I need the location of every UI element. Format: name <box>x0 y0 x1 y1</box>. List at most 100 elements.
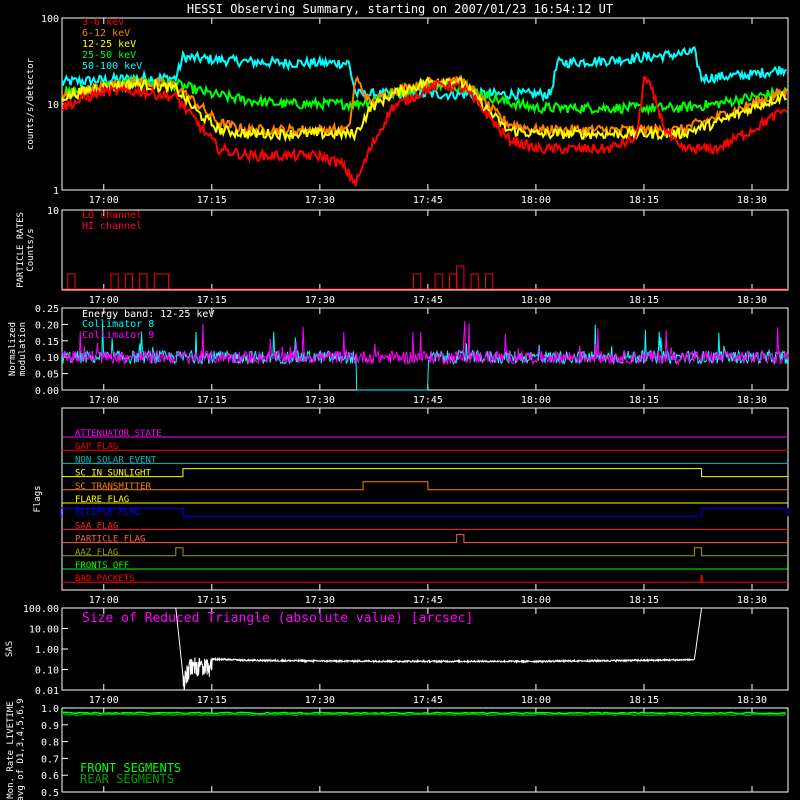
modulation-ytick-label: 0.20 <box>35 320 59 331</box>
legend-entry: 25-50 keV <box>82 50 136 61</box>
sas-ytick-label: 100.00 <box>23 604 59 615</box>
modulation-ylabel: modulation <box>18 322 28 376</box>
legend-entry: 3-6 keV <box>82 17 124 28</box>
x-tick-label: 17:45 <box>413 595 443 606</box>
livetime-frame <box>61 707 789 793</box>
series-line-3-6keV <box>61 76 788 187</box>
flag-label: NON SOLAR EVENT <box>75 455 157 465</box>
legend-entry: 6-12 keV <box>82 28 130 39</box>
sas-ytick-label: 10.00 <box>29 625 59 636</box>
particle-ylabel: Counts/s <box>26 228 36 271</box>
legend-entry: Collimator 9 <box>82 330 154 341</box>
flag-label: BAD PACKETS <box>75 574 135 584</box>
x-tick-label: 17:00 <box>89 595 119 606</box>
x-tick-label: 18:30 <box>737 295 767 306</box>
flag-label: ECLIPSE FLAG <box>75 508 140 518</box>
x-tick-label: 18:00 <box>521 195 551 206</box>
flags-frame <box>61 407 789 591</box>
particle-step <box>110 273 119 289</box>
livetime-ylabel: Mon. Rate LIVETIME <box>6 701 16 799</box>
particle-step <box>124 273 134 289</box>
flag-label: GAP FLAG <box>75 442 118 452</box>
x-tick-label: 18:30 <box>737 595 767 606</box>
legend-entry: HI channel <box>82 221 142 232</box>
flag-label: FLARE FLAG <box>75 495 129 505</box>
flag-label: AAZ FLAG <box>75 548 118 558</box>
livetime-series <box>62 711 786 715</box>
flag-label: SAA FLAG <box>75 521 118 531</box>
modulation-ytick-label: 0.05 <box>35 370 59 381</box>
x-tick-label: 18:15 <box>629 695 659 706</box>
x-tick-label: 18:30 <box>737 195 767 206</box>
x-tick-label: 17:00 <box>89 395 119 406</box>
sas-ylabel: SAS <box>5 641 15 657</box>
particle-step <box>153 273 170 289</box>
sas-annotation: Size of Reduced Triangle (absolute value… <box>82 611 473 626</box>
particle-ytick-label: 10 <box>47 206 59 217</box>
x-tick-label: 18:00 <box>521 395 551 406</box>
figure-title: HESSI Observing Summary, starting on 200… <box>187 2 613 16</box>
x-tick-label: 17:15 <box>197 695 227 706</box>
flag-label: SC TRANSMITTER <box>75 482 151 492</box>
modulation-series <box>61 320 789 366</box>
x-tick-label: 17:45 <box>413 695 443 706</box>
x-tick-label: 17:00 <box>89 295 119 306</box>
x-tick-label: 17:30 <box>305 395 335 406</box>
flag-trace <box>62 547 788 557</box>
livetime-ytick-label: 0.7 <box>41 754 59 765</box>
particle-rates-frame <box>61 209 789 291</box>
x-tick-label: 17:45 <box>413 395 443 406</box>
sas-series <box>175 607 703 691</box>
particle-step <box>456 265 465 289</box>
x-tick-label: 17:15 <box>197 595 227 606</box>
x-tick-label: 17:45 <box>413 195 443 206</box>
modulation-ytick-label: 0.25 <box>35 304 59 315</box>
x-tick-label: 17:30 <box>305 295 335 306</box>
livetime-ytick-label: 0.8 <box>41 738 59 749</box>
x-tick-label: 17:45 <box>413 295 443 306</box>
flag-label: ATTENUATOR STATE <box>75 429 162 439</box>
particle-step <box>67 273 76 289</box>
count-rates-ylabel: counts/s/detector <box>26 57 36 150</box>
x-tick-label: 18:00 <box>521 295 551 306</box>
particle-step <box>485 273 494 289</box>
modulation-ylabel: Normalized <box>8 322 18 376</box>
x-tick-label: 18:15 <box>629 295 659 306</box>
flag-label: FRONTS OFF <box>75 561 129 571</box>
particle-step <box>412 273 422 289</box>
livetime-series <box>61 713 786 717</box>
flag-trace <box>62 468 788 478</box>
legend-entry: 12-25 keV <box>82 39 136 50</box>
count-rates-ytick-label: 100 <box>41 14 59 25</box>
x-tick-label: 18:30 <box>737 695 767 706</box>
livetime-ytick-label: 0.6 <box>41 771 59 782</box>
particle-step <box>434 273 443 289</box>
flag-trace <box>62 534 788 544</box>
x-tick-label: 18:15 <box>629 195 659 206</box>
x-tick-label: 17:00 <box>89 195 119 206</box>
legend-entry: FRONT SEGMENTS <box>80 761 181 775</box>
count-rates-ytick-label: 10 <box>47 100 59 111</box>
x-tick-label: 17:15 <box>197 295 227 306</box>
modulation-ytick-label: 0.15 <box>35 337 59 348</box>
x-tick-label: 17:00 <box>89 695 119 706</box>
livetime-ytick-label: 0.9 <box>41 721 59 732</box>
flag-trace <box>60 507 789 517</box>
flag-label: PARTICLE FLAG <box>75 535 145 545</box>
x-tick-label: 18:00 <box>521 595 551 606</box>
x-tick-label: 17:15 <box>197 195 227 206</box>
livetime-ylabel: avg of D1,3,4,5,6,9 <box>16 699 26 800</box>
legend-entry: Collimator 8 <box>82 319 154 330</box>
legend-entry: LO channel <box>82 210 142 221</box>
sas-ytick-label: 0.10 <box>35 666 59 677</box>
legend-entry: REAR SEGMENTS <box>80 772 174 786</box>
x-tick-label: 17:15 <box>197 395 227 406</box>
flags-ylabel: Flags <box>33 485 43 512</box>
modulation-ytick-label: 0.00 <box>35 386 59 397</box>
sas-ytick-label: 1.00 <box>35 645 59 656</box>
sas-ytick-label: 0.01 <box>35 686 59 697</box>
panels-group: 17:00 17:15 17:30 17:45 18:00 18:15 18:30 count… <box>5 14 789 800</box>
legend-entry: 50-100 keV <box>82 61 142 72</box>
